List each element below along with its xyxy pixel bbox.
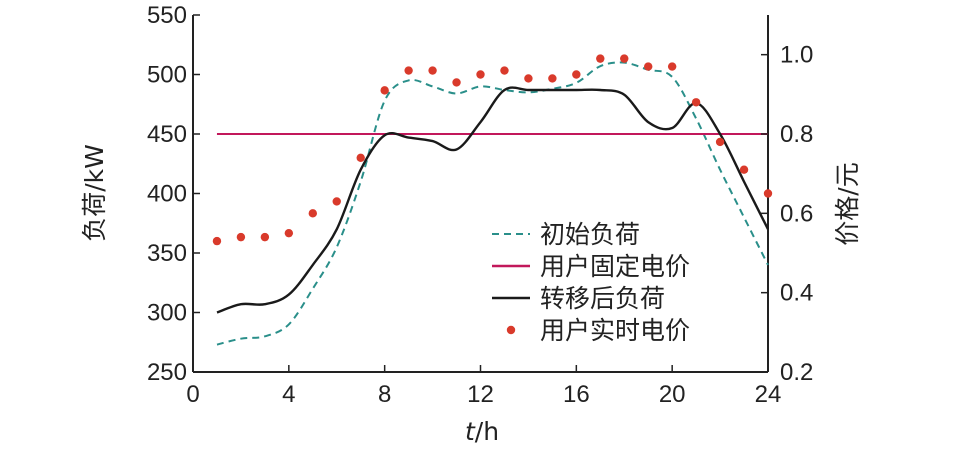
x-tick-label: 12 [467,381,494,408]
x-tick-label: 20 [659,381,686,408]
x-axis-label-variable: t [465,417,476,446]
initial-load-line [216,61,769,346]
legend-label-shifted-load: 转移后负荷 [540,284,665,313]
realtime-price-point [548,74,557,83]
y-right-tick-label: 1.0 [780,42,813,69]
realtime-price-point [763,189,773,198]
realtime-price-point [596,54,605,63]
x-tick-label: 8 [378,381,391,408]
x-tick-label: 24 [755,381,782,408]
x-tick-label: 0 [186,381,199,408]
x-axis-label: t/h [465,417,499,446]
realtime-price-point [524,74,533,83]
y-right-tick-label: 0.2 [780,359,813,386]
legend-label-fixed-price: 用户固定电价 [540,252,690,281]
realtime-price-point [500,66,509,75]
realtime-price-point [332,197,341,206]
y-right-tick-label: 0.8 [780,121,813,148]
realtime-price-point [572,70,581,79]
y-axis-left-label: 负荷/kW [80,144,109,242]
realtime-price-point [644,62,653,71]
y-left-tick-label: 400 [147,181,187,208]
legend-label-realtime-price: 用户实时电价 [540,316,690,345]
realtime-price-point [739,165,749,174]
realtime-price-point [452,78,461,87]
realtime-price-point [428,66,437,75]
realtime-price-point [380,86,389,95]
shifted-load-line [216,86,770,314]
x-tick-label: 16 [563,381,590,408]
realtime-price-point [620,54,629,63]
y-left-tick-label: 350 [147,240,187,267]
realtime-price-point [715,137,725,147]
x-axis-label-unit: /h [475,417,499,446]
realtime-price-point [691,98,701,107]
realtime-price-point [476,70,485,79]
realtime-price-point [212,236,222,246]
realtime-price-point [236,232,246,242]
y-right-tick-label: 0.6 [780,200,813,227]
y-left-tick-label: 450 [147,121,187,148]
legend-label-initial-load: 初始负荷 [540,220,640,249]
realtime-price-point [667,62,677,71]
y-left-tick-label: 550 [147,2,187,29]
y-left-tick-label: 300 [147,300,187,327]
x-tick-label: 4 [282,381,295,408]
y-axis-right-label: 价格/元 [833,162,862,245]
realtime-price-point [284,228,294,238]
realtime-price-point [260,232,270,242]
legend-marker-realtime-price [506,325,516,335]
realtime-price-point [404,66,413,75]
realtime-price-point [308,209,317,218]
y-left-tick-label: 500 [147,62,187,89]
y-left-tick-label: 250 [147,359,187,386]
y-right-tick-label: 0.4 [780,280,813,307]
realtime-price-point [356,153,365,162]
